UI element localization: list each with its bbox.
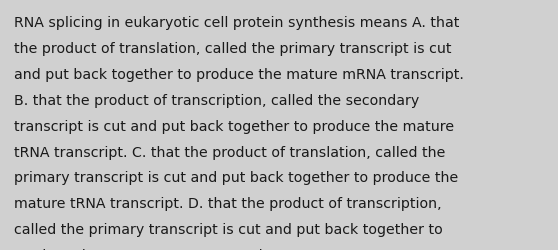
Text: B. that the product of transcription, called the secondary: B. that the product of transcription, ca… <box>14 94 419 108</box>
Text: RNA splicing in eukaryotic cell protein synthesis means A. that: RNA splicing in eukaryotic cell protein … <box>14 16 459 30</box>
Text: produce the mature mRNA transcript.: produce the mature mRNA transcript. <box>14 248 282 250</box>
Text: mature tRNA transcript. D. that the product of transcription,: mature tRNA transcript. D. that the prod… <box>14 196 441 210</box>
Text: transcript is cut and put back together to produce the mature: transcript is cut and put back together … <box>14 119 454 133</box>
Text: called the primary transcript is cut and put back together to: called the primary transcript is cut and… <box>14 222 442 236</box>
Text: tRNA transcript. C. that the product of translation, called the: tRNA transcript. C. that the product of … <box>14 145 445 159</box>
Text: the product of translation, called the primary transcript is cut: the product of translation, called the p… <box>14 42 451 56</box>
Text: and put back together to produce the mature mRNA transcript.: and put back together to produce the mat… <box>14 68 464 82</box>
Text: primary transcript is cut and put back together to produce the: primary transcript is cut and put back t… <box>14 171 458 185</box>
